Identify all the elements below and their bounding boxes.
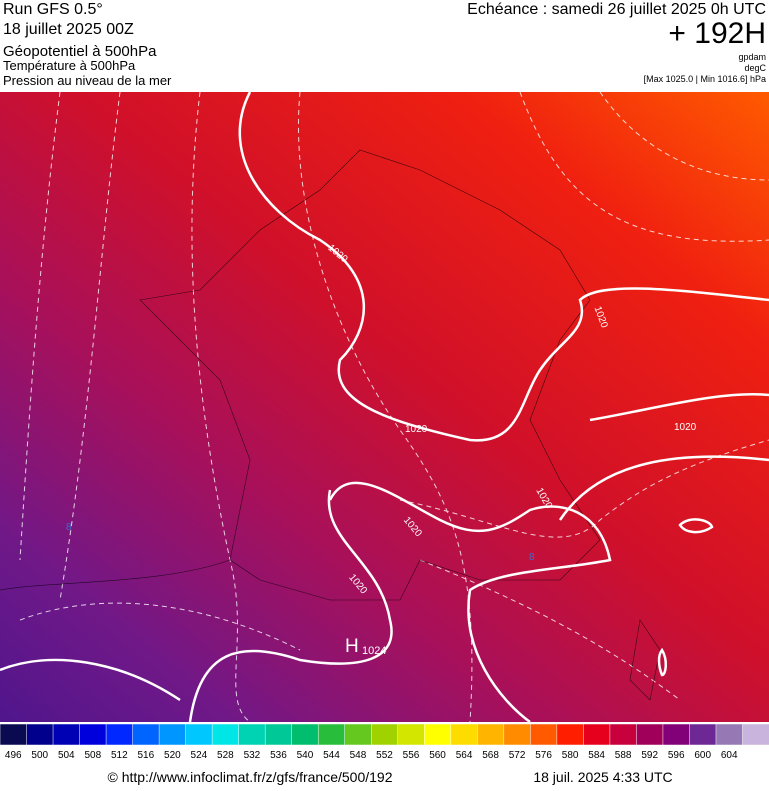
colorbar-label: 500 xyxy=(31,750,48,761)
colorbar-cell xyxy=(450,723,479,746)
colorbar-cell xyxy=(211,723,240,746)
field-label: Pression au niveau de la mer xyxy=(3,73,172,88)
colorbar-label: 520 xyxy=(164,750,181,761)
colorbar: 496 500 504 508 512 516 520 524 528 532 536 540 544 5… xyxy=(0,723,769,761)
colorbar-label: 544 xyxy=(323,750,340,761)
isobars xyxy=(0,91,769,724)
colorbar-cell xyxy=(556,723,585,746)
field-label: Température à 500hPa xyxy=(3,58,136,73)
colorbar-label: 596 xyxy=(668,750,685,761)
colorbar-cell xyxy=(636,723,664,746)
colorbar-label: 600 xyxy=(694,750,711,761)
colorbar-cell xyxy=(105,723,134,746)
colorbar-label: 512 xyxy=(111,750,128,761)
colorbar-cell xyxy=(503,723,532,746)
colorbar-label: 496 xyxy=(5,750,22,761)
run-title: Run GFS 0.5° xyxy=(3,1,103,18)
colorbar-label: 564 xyxy=(456,750,473,761)
colorbar-label: 552 xyxy=(376,750,393,761)
colorbar-label: 580 xyxy=(562,750,579,761)
colorbar-label: 576 xyxy=(535,750,552,761)
colorbar-cell xyxy=(662,723,691,746)
temp-label: 8 xyxy=(529,552,535,563)
colorbar-cell xyxy=(477,723,505,746)
colorbar-cell xyxy=(0,723,28,746)
timestamp: 18 juil. 2025 4:33 UTC xyxy=(533,769,672,785)
colorbar-label: 568 xyxy=(482,750,499,761)
unit-label: [Max 1025.0 | Min 1016.6] hPa xyxy=(644,74,766,84)
unit-label: degC xyxy=(744,63,766,73)
unit-label: gpdam xyxy=(738,52,766,62)
colorbar-label: 584 xyxy=(588,750,605,761)
field-label: Géopotentiel à 500hPa xyxy=(3,43,157,60)
colorbar-cell xyxy=(79,723,107,746)
map-field xyxy=(0,92,769,722)
colorbar-cell xyxy=(689,723,717,746)
colorbar-cell xyxy=(370,723,399,746)
colorbar-label: 508 xyxy=(84,750,101,761)
colorbar-cell xyxy=(317,723,346,746)
colorbar-cell xyxy=(424,723,452,746)
borders xyxy=(0,149,661,701)
colorbar-cell xyxy=(238,723,266,746)
high-marker: H xyxy=(345,636,359,657)
colorbar-label: 592 xyxy=(641,750,658,761)
colorbar-cell xyxy=(609,723,638,746)
colorbar-label: 604 xyxy=(721,750,738,761)
colorbar-label: 548 xyxy=(350,750,367,761)
colorbar-cell xyxy=(264,723,293,746)
colorbar-cell xyxy=(715,723,744,746)
isobar-label: 1024 xyxy=(362,645,386,657)
isobar-label: 1020 xyxy=(674,422,697,433)
colorbar-label: 532 xyxy=(244,750,261,761)
temp-label: 8 xyxy=(66,522,72,533)
colorbar-label: 516 xyxy=(138,750,155,761)
run-date: 18 juillet 2025 00Z xyxy=(3,21,134,38)
colorbar-cell xyxy=(742,723,769,746)
colorbar-cell xyxy=(583,723,611,746)
lead-time: + 192H xyxy=(668,17,766,50)
colorbar-cell xyxy=(26,723,54,746)
colorbar-cell xyxy=(397,723,426,746)
temperature-contours xyxy=(19,91,769,723)
colorbar-cell xyxy=(185,723,213,746)
colorbar-cell xyxy=(291,723,319,746)
colorbar-cell xyxy=(132,723,160,746)
colorbar-label: 540 xyxy=(297,750,314,761)
colorbar-label: 572 xyxy=(509,750,526,761)
colorbar-cell xyxy=(344,723,372,746)
colorbar-label: 536 xyxy=(270,750,287,761)
colorbar-cell xyxy=(52,723,81,746)
colorbar-cell xyxy=(158,723,187,746)
colorbar-label: 504 xyxy=(58,750,75,761)
colorbar-label: 560 xyxy=(429,750,446,761)
colorbar-label: 524 xyxy=(191,750,208,761)
isobar-label: 1020 xyxy=(405,424,428,435)
colorbar-cell xyxy=(530,723,558,746)
colorbar-label: 588 xyxy=(615,750,632,761)
colorbar-label: 556 xyxy=(403,750,420,761)
source-url: © http://www.infoclimat.fr/z/gfs/france/… xyxy=(108,769,393,785)
valid-time: Echéance : samedi 26 juillet 2025 0h UTC xyxy=(467,1,766,18)
colorbar-label: 528 xyxy=(217,750,234,761)
